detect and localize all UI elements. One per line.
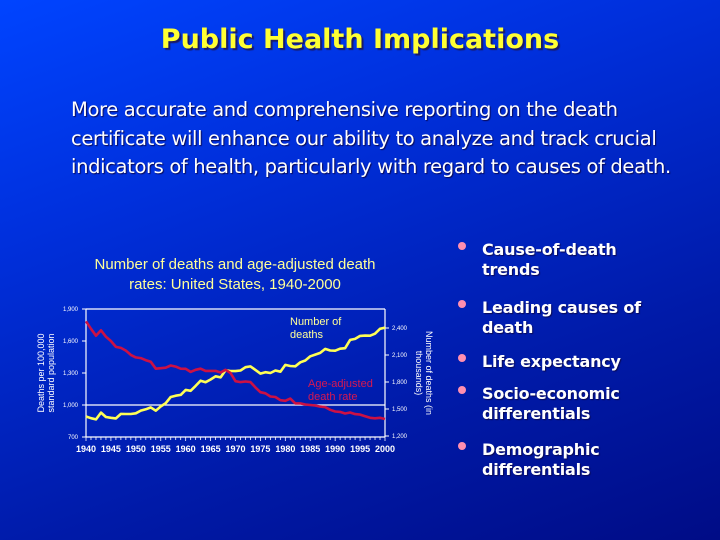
x-tick-label: 1980 — [275, 444, 295, 454]
rate-annotation: death rate — [308, 391, 358, 403]
bullet-label: Demographic differentials — [482, 440, 600, 479]
x-tick-label: 1965 — [201, 444, 221, 454]
x-tick-label: 1955 — [151, 444, 171, 454]
x-tick-label: 2000 — [375, 444, 395, 454]
y-tick-label: 1,000 — [63, 403, 79, 409]
chart-title: Number of deaths and age-adjusted death … — [80, 255, 390, 295]
svg-text:standard population: standard population — [46, 333, 56, 412]
y2-tick-label: 2,100 — [392, 353, 408, 359]
deaths-annotation: deaths — [290, 329, 324, 341]
data-lines — [84, 320, 386, 421]
chart-title-line-2: rates: United States, 1940-2000 — [129, 276, 341, 293]
x-tick-label: 1990 — [325, 444, 345, 454]
x-tick-label: 1960 — [176, 444, 196, 454]
y-tick-label: 700 — [68, 435, 79, 441]
x-tick-label: 1970 — [225, 444, 245, 454]
bullet-label: Cause-of-death trends — [482, 240, 617, 279]
svg-text:Deaths per 100,000: Deaths per 100,000 — [36, 333, 46, 412]
rate-annotation: Age-adjusted — [308, 378, 373, 390]
x-tick-label: 1945 — [101, 444, 121, 454]
slide-title: Public Health Implications — [160, 24, 560, 55]
bullet-dot-icon — [458, 300, 466, 308]
x-tick-label: 1940 — [76, 444, 96, 454]
bullet-item: Socio-economic differentials — [455, 384, 715, 424]
y-tick-label: 1,300 — [63, 371, 79, 377]
age-adjusted-rate-line — [84, 320, 386, 421]
y2-tick-label: 1,200 — [392, 434, 408, 440]
number-of-deaths-line — [85, 326, 386, 421]
bullet-item: Leading causes of death — [455, 298, 715, 338]
y2-tick-label: 1,500 — [392, 407, 408, 413]
svg-text:Number of deaths (in: Number of deaths (in — [424, 331, 434, 415]
bullet-item: Cause-of-death trends — [455, 240, 715, 280]
y2-tick-label: 2,400 — [392, 326, 408, 332]
bullet-dot-icon — [458, 354, 466, 362]
axis-ticks — [82, 308, 389, 441]
bullet-dot-icon — [458, 442, 466, 450]
bullet-label: Life expectancy — [482, 352, 621, 371]
deaths-annotation: Number of — [290, 316, 342, 328]
y-tick-label: 1,900 — [63, 307, 79, 313]
bullet-dot-icon — [458, 242, 466, 250]
axis-labels: 700 1,000 1,300 1,600 1,900 1,200 1,500 1,800 2,… — [36, 307, 434, 454]
x-tick-label: 1975 — [250, 444, 270, 454]
y2-tick-label: 1,800 — [392, 380, 408, 386]
bullet-label: Leading causes of death — [482, 298, 641, 337]
bullet-item: Life expectancy — [455, 352, 715, 372]
chart-title-line-1: Number of deaths and age-adjusted death — [94, 256, 376, 273]
x-tick-label: 1985 — [300, 444, 320, 454]
intro-paragraph: More accurate and comprehensive reportin… — [71, 98, 671, 178]
y-tick-label: 1,600 — [63, 339, 79, 345]
bullet-dot-icon — [458, 386, 466, 394]
bullet-label: Socio-economic differentials — [482, 384, 620, 423]
bullet-item: Demographic differentials — [455, 440, 715, 480]
bullet-list: Cause-of-death trends Leading causes of … — [455, 240, 715, 489]
x-tick-label: 1995 — [350, 444, 370, 454]
deaths-chart: 700 1,000 1,300 1,600 1,900 1,200 1,500 1,800 2,… — [36, 307, 434, 454]
plot-frame — [85, 308, 386, 438]
y-axis-label: Deaths per 100,000 standard population — [36, 333, 56, 412]
x-tick-label: 1950 — [126, 444, 146, 454]
svg-text:thousands): thousands) — [414, 351, 424, 396]
